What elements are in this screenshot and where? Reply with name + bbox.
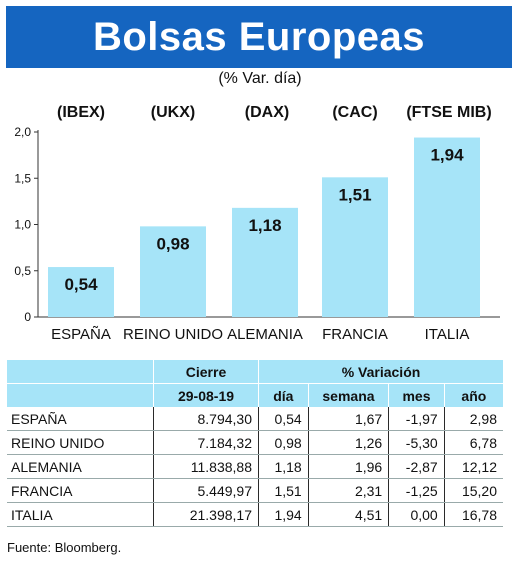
row-semana: 1,96 <box>307 454 389 479</box>
y-tick-label: 0 <box>24 310 31 324</box>
table-row: ALEMANIA 11.838,88 1,18 1,96 -2,87 12,12 <box>7 454 503 479</box>
title-banner: Bolsas Europeas <box>6 6 512 68</box>
row-cierre: 8.794,30 <box>153 407 259 431</box>
table-header-row-2: 29-08-19 día semana mes año <box>7 383 503 407</box>
bar <box>232 207 298 317</box>
bar-value-label: 1,94 <box>430 146 464 165</box>
bar-value-label: 1,51 <box>338 185 371 204</box>
row-cierre: 7.184,32 <box>153 430 259 455</box>
row-semana: 4,51 <box>307 502 389 527</box>
bar <box>140 226 206 317</box>
index-label-ftsemib: (FTSE MIB) <box>406 104 492 121</box>
bar <box>322 177 388 317</box>
y-tick-label: 0,5 <box>14 264 31 278</box>
stock-table: Cierre % Variación 29-08-19 día semana m… <box>7 360 503 527</box>
y-tick-label: 1,0 <box>14 218 31 232</box>
row-dia: 1,51 <box>258 478 309 503</box>
header-cierre: Cierre <box>153 360 259 384</box>
y-tick-label: 2,0 <box>14 125 31 139</box>
row-mes: 0,00 <box>388 502 445 527</box>
index-label-ibex: (IBEX) <box>57 104 105 121</box>
row-anio: 16,78 <box>443 502 503 527</box>
header-col-mes: mes <box>388 383 445 407</box>
bar-value-label: 0,54 <box>64 275 98 294</box>
row-anio: 2,98 <box>443 407 503 431</box>
row-name: ITALIA <box>7 502 154 527</box>
row-dia: 1,18 <box>258 454 309 479</box>
row-anio: 12,12 <box>443 454 503 479</box>
header-col-dia: día <box>258 383 309 407</box>
row-name: FRANCIA <box>7 478 154 503</box>
row-name: ESPAÑA <box>7 407 154 431</box>
x-category-label: ESPAÑA <box>51 326 111 343</box>
bar-chart: 0 0,5 1,0 1,5 2,0 0,54 ESPAÑA 0,98 REINO UNIDO 1… <box>14 125 500 343</box>
header-date: 29-08-19 <box>153 383 259 407</box>
header-col-anio: año <box>443 383 503 407</box>
row-name: REINO UNIDO <box>7 430 154 455</box>
table-row: FRANCIA 5.449,97 1,51 2,31 -1,25 15,20 <box>7 478 503 503</box>
header-empty-cell <box>7 383 154 407</box>
row-cierre: 11.838,88 <box>153 454 259 479</box>
row-dia: 1,94 <box>258 502 309 527</box>
row-dia: 0,54 <box>258 407 309 431</box>
row-name: ALEMANIA <box>7 454 154 479</box>
chart-subtitle: (% Var. día) <box>218 70 302 87</box>
bar-value-label: 1,18 <box>248 216 281 235</box>
x-category-label: ITALIA <box>425 326 470 343</box>
header-empty-cell <box>7 360 154 384</box>
x-category-label: ALEMANIA <box>227 326 303 343</box>
row-mes: -1,97 <box>388 407 445 431</box>
row-dia: 0,98 <box>258 430 309 455</box>
index-label-cac: (CAC) <box>332 104 378 121</box>
bar <box>48 267 114 317</box>
row-anio: 6,78 <box>443 430 503 455</box>
row-semana: 1,67 <box>307 407 389 431</box>
row-mes: -2,87 <box>388 454 445 479</box>
index-label-ukx: (UKX) <box>150 104 196 121</box>
row-mes: -5,30 <box>388 430 445 455</box>
table-row: REINO UNIDO 7.184,32 0,98 1,26 -5,30 6,7… <box>7 430 503 455</box>
row-mes: -1,25 <box>388 478 445 503</box>
bar-value-label: 0,98 <box>156 234 189 253</box>
x-category-label: REINO UNIDO <box>123 326 223 343</box>
x-category-label: FRANCIA <box>322 326 388 343</box>
y-tick-label: 1,5 <box>14 171 31 185</box>
row-cierre: 5.449,97 <box>153 478 259 503</box>
row-semana: 2,31 <box>307 478 389 503</box>
table-row: ITALIA 21.398,17 1,94 4,51 0,00 16,78 <box>7 502 503 527</box>
row-cierre: 21.398,17 <box>153 502 259 527</box>
row-anio: 15,20 <box>443 478 503 503</box>
source-note: Fuente: Bloomberg. <box>7 540 122 555</box>
page-title: Bolsas Europeas <box>92 14 426 59</box>
index-label-dax: (DAX) <box>244 104 290 121</box>
row-semana: 1,26 <box>307 430 389 455</box>
header-col-semana: semana <box>307 383 389 407</box>
bar <box>414 137 480 317</box>
table-row: ESPAÑA 8.794,30 0,54 1,67 -1,97 2,98 <box>7 407 503 431</box>
table-header-row-1: Cierre % Variación <box>7 360 503 384</box>
header-variacion: % Variación <box>258 360 503 384</box>
